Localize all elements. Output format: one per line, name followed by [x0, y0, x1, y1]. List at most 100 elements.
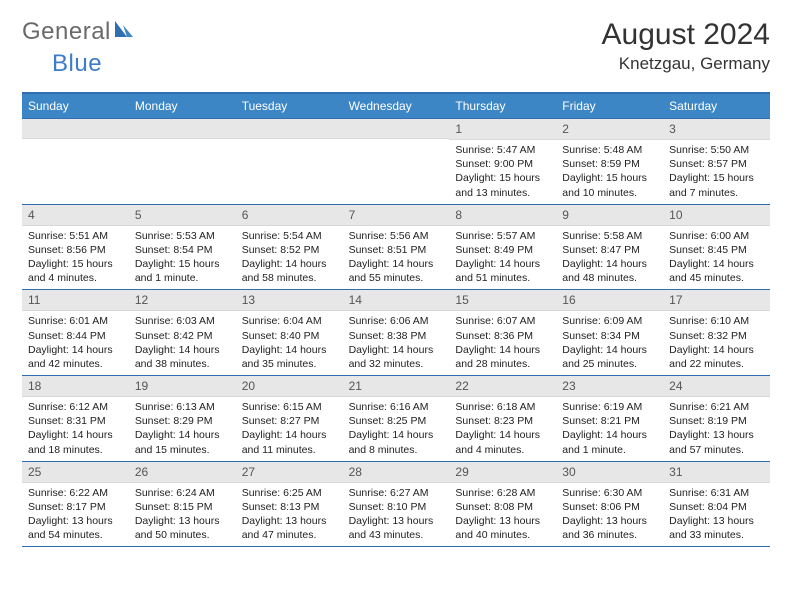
day-cell: 29Sunrise: 6:28 AMSunset: 8:08 PMDayligh…: [449, 462, 556, 547]
day-cell: 11Sunrise: 6:01 AMSunset: 8:44 PMDayligh…: [22, 290, 129, 375]
sunset-text: Sunset: 8:38 PM: [349, 329, 444, 343]
day-number: 6: [236, 205, 343, 226]
daylight-text: Daylight: 13 hours and 36 minutes.: [562, 514, 657, 542]
day-number: [22, 119, 129, 139]
day-cell: 2Sunrise: 5:48 AMSunset: 8:59 PMDaylight…: [556, 119, 663, 204]
daylight-text: Daylight: 15 hours and 1 minute.: [135, 257, 230, 285]
day-cell: 3Sunrise: 5:50 AMSunset: 8:57 PMDaylight…: [663, 119, 770, 204]
sunrise-text: Sunrise: 5:51 AM: [28, 229, 123, 243]
sunrise-text: Sunrise: 5:53 AM: [135, 229, 230, 243]
day-cell: 22Sunrise: 6:18 AMSunset: 8:23 PMDayligh…: [449, 376, 556, 461]
daylight-text: Daylight: 14 hours and 1 minute.: [562, 428, 657, 456]
sunset-text: Sunset: 8:56 PM: [28, 243, 123, 257]
day-details: Sunrise: 6:27 AMSunset: 8:10 PMDaylight:…: [343, 483, 450, 547]
day-details: Sunrise: 6:28 AMSunset: 8:08 PMDaylight:…: [449, 483, 556, 547]
sunrise-text: Sunrise: 6:03 AM: [135, 314, 230, 328]
day-details: Sunrise: 5:53 AMSunset: 8:54 PMDaylight:…: [129, 226, 236, 290]
logo-text-1: General: [22, 18, 111, 46]
day-cell: 5Sunrise: 5:53 AMSunset: 8:54 PMDaylight…: [129, 205, 236, 290]
day-details: Sunrise: 5:56 AMSunset: 8:51 PMDaylight:…: [343, 226, 450, 290]
day-details: Sunrise: 5:57 AMSunset: 8:49 PMDaylight:…: [449, 226, 556, 290]
sunset-text: Sunset: 8:51 PM: [349, 243, 444, 257]
daylight-text: Daylight: 14 hours and 15 minutes.: [135, 428, 230, 456]
sunrise-text: Sunrise: 6:10 AM: [669, 314, 764, 328]
day-number: 5: [129, 205, 236, 226]
logo-text-2: Blue: [52, 50, 102, 78]
sunset-text: Sunset: 8:59 PM: [562, 157, 657, 171]
day-number: 22: [449, 376, 556, 397]
day-cell: 9Sunrise: 5:58 AMSunset: 8:47 PMDaylight…: [556, 205, 663, 290]
day-cell: 1Sunrise: 5:47 AMSunset: 9:00 PMDaylight…: [449, 119, 556, 204]
day-details: Sunrise: 6:09 AMSunset: 8:34 PMDaylight:…: [556, 311, 663, 375]
sunset-text: Sunset: 8:42 PM: [135, 329, 230, 343]
day-number: 17: [663, 290, 770, 311]
sunrise-text: Sunrise: 6:21 AM: [669, 400, 764, 414]
sunset-text: Sunset: 9:00 PM: [455, 157, 550, 171]
day-number: 29: [449, 462, 556, 483]
day-number: 18: [22, 376, 129, 397]
daylight-text: Daylight: 14 hours and 8 minutes.: [349, 428, 444, 456]
sunrise-text: Sunrise: 6:06 AM: [349, 314, 444, 328]
day-cell: 31Sunrise: 6:31 AMSunset: 8:04 PMDayligh…: [663, 462, 770, 547]
sunrise-text: Sunrise: 6:13 AM: [135, 400, 230, 414]
day-number: 20: [236, 376, 343, 397]
day-cell: 30Sunrise: 6:30 AMSunset: 8:06 PMDayligh…: [556, 462, 663, 547]
sunset-text: Sunset: 8:47 PM: [562, 243, 657, 257]
sunrise-text: Sunrise: 6:24 AM: [135, 486, 230, 500]
day-number: 19: [129, 376, 236, 397]
day-cell: 17Sunrise: 6:10 AMSunset: 8:32 PMDayligh…: [663, 290, 770, 375]
sunrise-text: Sunrise: 6:09 AM: [562, 314, 657, 328]
day-details: Sunrise: 6:13 AMSunset: 8:29 PMDaylight:…: [129, 397, 236, 461]
day-details: Sunrise: 6:25 AMSunset: 8:13 PMDaylight:…: [236, 483, 343, 547]
sunrise-text: Sunrise: 6:00 AM: [669, 229, 764, 243]
day-number: [343, 119, 450, 139]
sunset-text: Sunset: 8:27 PM: [242, 414, 337, 428]
day-number: 1: [449, 119, 556, 140]
day-number: 26: [129, 462, 236, 483]
sunrise-text: Sunrise: 6:04 AM: [242, 314, 337, 328]
day-cell: [129, 119, 236, 204]
sunset-text: Sunset: 8:10 PM: [349, 500, 444, 514]
day-label: Sunday: [22, 94, 129, 118]
day-details: Sunrise: 6:00 AMSunset: 8:45 PMDaylight:…: [663, 226, 770, 290]
day-number: [236, 119, 343, 139]
sunrise-text: Sunrise: 5:57 AM: [455, 229, 550, 243]
sunrise-text: Sunrise: 5:47 AM: [455, 143, 550, 157]
day-cell: 4Sunrise: 5:51 AMSunset: 8:56 PMDaylight…: [22, 205, 129, 290]
day-number: 30: [556, 462, 663, 483]
daylight-text: Daylight: 14 hours and 58 minutes.: [242, 257, 337, 285]
day-cell: 20Sunrise: 6:15 AMSunset: 8:27 PMDayligh…: [236, 376, 343, 461]
day-cell: 28Sunrise: 6:27 AMSunset: 8:10 PMDayligh…: [343, 462, 450, 547]
daylight-text: Daylight: 13 hours and 50 minutes.: [135, 514, 230, 542]
sunrise-text: Sunrise: 6:22 AM: [28, 486, 123, 500]
day-number: 9: [556, 205, 663, 226]
day-cell: 27Sunrise: 6:25 AMSunset: 8:13 PMDayligh…: [236, 462, 343, 547]
week-row: 11Sunrise: 6:01 AMSunset: 8:44 PMDayligh…: [22, 289, 770, 375]
day-cell: 12Sunrise: 6:03 AMSunset: 8:42 PMDayligh…: [129, 290, 236, 375]
day-label: Monday: [129, 94, 236, 118]
day-details: Sunrise: 6:10 AMSunset: 8:32 PMDaylight:…: [663, 311, 770, 375]
day-header-row: Sunday Monday Tuesday Wednesday Thursday…: [22, 94, 770, 118]
day-number: 13: [236, 290, 343, 311]
sunrise-text: Sunrise: 6:28 AM: [455, 486, 550, 500]
sunset-text: Sunset: 8:23 PM: [455, 414, 550, 428]
sunset-text: Sunset: 8:31 PM: [28, 414, 123, 428]
day-details: Sunrise: 6:06 AMSunset: 8:38 PMDaylight:…: [343, 311, 450, 375]
day-number: 21: [343, 376, 450, 397]
sunset-text: Sunset: 8:04 PM: [669, 500, 764, 514]
sunrise-text: Sunrise: 5:50 AM: [669, 143, 764, 157]
sunrise-text: Sunrise: 5:56 AM: [349, 229, 444, 243]
day-details: Sunrise: 6:04 AMSunset: 8:40 PMDaylight:…: [236, 311, 343, 375]
daylight-text: Daylight: 13 hours and 40 minutes.: [455, 514, 550, 542]
day-details: Sunrise: 6:18 AMSunset: 8:23 PMDaylight:…: [449, 397, 556, 461]
daylight-text: Daylight: 14 hours and 11 minutes.: [242, 428, 337, 456]
day-details: Sunrise: 5:54 AMSunset: 8:52 PMDaylight:…: [236, 226, 343, 290]
day-cell: 19Sunrise: 6:13 AMSunset: 8:29 PMDayligh…: [129, 376, 236, 461]
sunrise-text: Sunrise: 6:16 AM: [349, 400, 444, 414]
daylight-text: Daylight: 14 hours and 48 minutes.: [562, 257, 657, 285]
sunset-text: Sunset: 8:19 PM: [669, 414, 764, 428]
day-cell: [236, 119, 343, 204]
day-number: 15: [449, 290, 556, 311]
sunrise-text: Sunrise: 6:30 AM: [562, 486, 657, 500]
sunrise-text: Sunrise: 6:25 AM: [242, 486, 337, 500]
